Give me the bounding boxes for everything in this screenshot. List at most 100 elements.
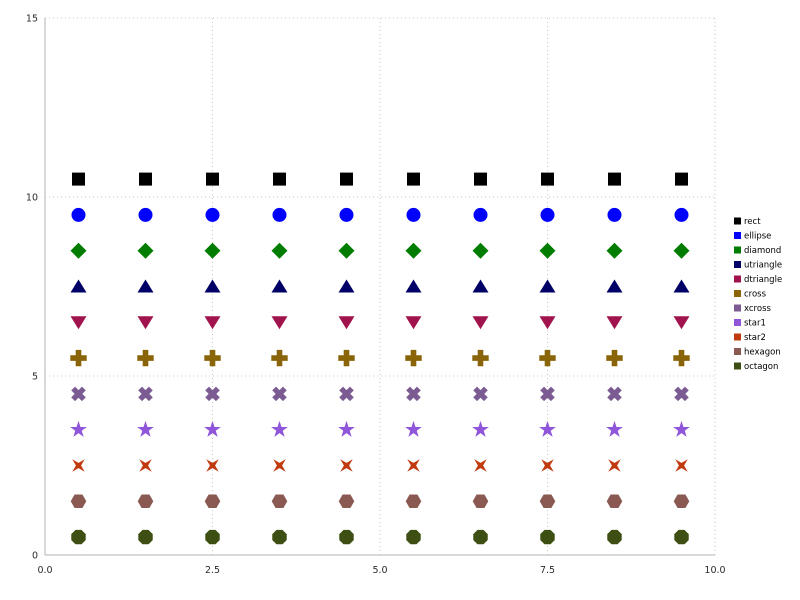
marker-utriangle (606, 279, 623, 293)
legend-label-diamond: diamond (744, 246, 781, 256)
marker-hexagon (271, 494, 288, 509)
marker-dtriangle (338, 316, 355, 330)
legend-swatch-cross (734, 290, 741, 297)
marker-xcross (138, 386, 153, 402)
marker-rect (206, 172, 219, 186)
legend-item-star2: star2 (734, 333, 766, 343)
marker-rect (340, 172, 353, 186)
series-cross (70, 349, 690, 367)
y-tick-label: 15 (26, 14, 38, 25)
marker-xcross (205, 386, 220, 402)
marker-xcross (406, 386, 421, 402)
marker-octagon (272, 529, 287, 545)
x-tick-label: 7.5 (540, 565, 555, 576)
marker-xcross (473, 386, 488, 402)
marker-star2 (474, 459, 487, 472)
marker-star2 (72, 459, 85, 472)
legend: rect ellipse diamond utriangle dtriangle cros… (734, 217, 782, 372)
marker-star1 (405, 420, 422, 437)
marker-octagon (339, 529, 354, 545)
legend-item-ellipse: ellipse (734, 232, 771, 242)
legend-swatch-xcross (734, 304, 741, 312)
series-markers (70, 172, 690, 545)
legend-item-star1: star1 (734, 319, 766, 329)
series-octagon (71, 529, 689, 545)
marker-ellipse (205, 207, 220, 222)
legend-label-ellipse: ellipse (744, 232, 771, 242)
marker-diamond (405, 242, 422, 259)
legend-swatch-star2 (734, 333, 741, 341)
series-xcross (71, 386, 689, 402)
legend-item-diamond: diamond (734, 246, 781, 256)
marker-cross (673, 349, 690, 367)
marker-star1 (606, 420, 623, 437)
marker-hexagon (472, 494, 489, 509)
marker-star2 (675, 459, 688, 472)
legend-label-dtriangle: dtriangle (744, 275, 782, 285)
legend-label-rect: rect (744, 217, 761, 227)
marker-hexagon (606, 494, 623, 509)
marker-star1 (70, 420, 87, 437)
marker-dtriangle (673, 316, 690, 330)
legend-item-hexagon: hexagon (734, 348, 781, 358)
legend-swatch-rect (734, 217, 741, 225)
marker-rect (675, 172, 688, 186)
marker-star2 (139, 459, 152, 472)
marker-cross (70, 349, 87, 367)
marker-xcross (540, 386, 555, 402)
marker-cross (405, 349, 422, 367)
marker-utriangle (539, 279, 556, 293)
legend-swatch-ellipse (734, 232, 741, 239)
marker-diamond (539, 242, 556, 259)
marker-ellipse (272, 207, 287, 222)
marker-rect (541, 172, 554, 186)
series-dtriangle (70, 316, 690, 330)
legend-label-xcross: xcross (744, 304, 771, 314)
marker-octagon (406, 529, 421, 545)
legend-swatch-dtriangle (734, 275, 741, 283)
y-tick-label: 5 (32, 372, 38, 383)
marker-rect (474, 172, 487, 186)
marker-diamond (338, 242, 355, 259)
series-diamond (70, 242, 690, 259)
legend-swatch-diamond (734, 246, 741, 254)
marker-dtriangle (472, 316, 489, 330)
marker-star2 (407, 459, 420, 472)
marker-diamond (472, 242, 489, 259)
y-tick-label: 10 (26, 193, 38, 204)
legend-label-star1: star1 (744, 319, 766, 329)
series-star1 (70, 420, 690, 437)
marker-hexagon (338, 494, 355, 509)
marker-hexagon (539, 494, 556, 509)
marker-utriangle (673, 279, 690, 293)
series-ellipse (71, 207, 689, 222)
marker-star1 (539, 420, 556, 437)
marker-ellipse (674, 207, 689, 222)
series-utriangle (70, 279, 690, 293)
legend-item-cross: cross (734, 290, 767, 300)
marker-octagon (674, 529, 689, 545)
marker-star2 (206, 459, 219, 472)
marker-octagon (540, 529, 555, 545)
marker-hexagon (673, 494, 690, 509)
marker-star2 (273, 459, 286, 472)
marker-hexagon (137, 494, 154, 509)
marker-ellipse (473, 207, 488, 222)
marker-utriangle (338, 279, 355, 293)
legend-swatch-star1 (734, 319, 741, 326)
marker-diamond (137, 242, 154, 259)
marker-diamond (271, 242, 288, 259)
marker-cross (539, 349, 556, 367)
marker-ellipse (406, 207, 421, 222)
marker-utriangle (405, 279, 422, 293)
marker-diamond (606, 242, 623, 259)
marker-star2 (541, 459, 554, 472)
marker-dtriangle (405, 316, 422, 330)
legend-label-star2: star2 (744, 333, 766, 343)
marker-octagon (205, 529, 220, 545)
marker-octagon (138, 529, 153, 545)
x-tick-label: 0.0 (37, 565, 52, 576)
marker-xcross (607, 386, 622, 402)
marker-cross (137, 349, 154, 367)
